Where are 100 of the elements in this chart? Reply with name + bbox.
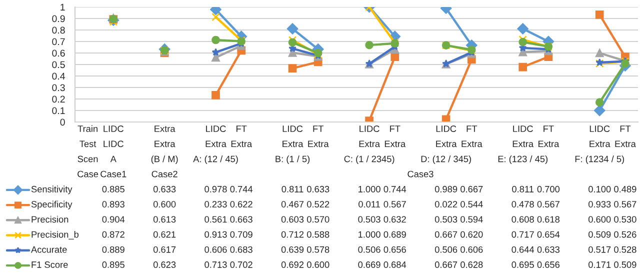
data-label: 0.633 <box>153 186 176 192</box>
y-tick-label: 0.9 <box>52 15 65 22</box>
x-tick-label: Extra Extra (B / M) Case2 <box>151 126 178 178</box>
data-label: 0.744 <box>384 186 406 192</box>
data-label: 0.603 <box>281 216 304 223</box>
data-label: 0.621 <box>153 231 176 238</box>
y-tick-label: 0 <box>60 118 65 126</box>
y-tick-label: 0.3 <box>52 84 65 92</box>
data-label: 0.712 <box>281 231 304 238</box>
data-label: 0.656 <box>537 261 560 268</box>
data-label: 0.526 <box>614 231 636 238</box>
data-label: 0.517 <box>588 246 611 253</box>
data-label: 0.606 <box>204 246 227 253</box>
data-label: 0.570 <box>307 216 330 223</box>
data-label: 0.623 <box>153 261 176 268</box>
data-label: 0.489 <box>614 186 636 192</box>
data-label: 0.594 <box>460 216 483 223</box>
y-tick-label: 0.6 <box>52 50 65 57</box>
data-label: 0.684 <box>384 261 406 268</box>
data-label: 0.544 <box>460 201 483 208</box>
data-label: 0.528 <box>614 246 636 253</box>
x-tick-label: FT Extra <box>384 126 406 148</box>
data-label: 0.171 <box>588 261 611 268</box>
legend-label: Specificity <box>31 200 72 210</box>
data-label: 0.506 <box>434 246 458 253</box>
data-label: 0.978 <box>204 186 227 192</box>
data-label: 0.618 <box>537 216 560 223</box>
data-label: 0.700 <box>537 186 560 192</box>
data-label: 0.608 <box>512 216 534 223</box>
data-label: 0.695 <box>512 261 534 268</box>
data-label: 0.702 <box>230 261 252 268</box>
data-label: 0.904 <box>102 216 125 223</box>
data-label: 0.692 <box>281 261 304 268</box>
data-label: 0.667 <box>434 231 458 238</box>
data-label: 0.622 <box>230 201 252 208</box>
x-tick-label: Train Test Scen Case <box>78 125 98 178</box>
data-label: 0.633 <box>307 186 330 192</box>
data-label: 0.633 <box>537 246 560 253</box>
data-label: 0.639 <box>281 246 304 253</box>
x-tick-label: FT Extra <box>538 126 560 148</box>
x-tick-label: FT Extra <box>462 126 482 148</box>
data-label: 1.000 <box>358 186 380 192</box>
legend-label: F1 Score <box>32 261 68 268</box>
data-label: 0.717 <box>512 231 534 238</box>
y-tick-label: 0.8 <box>52 26 65 34</box>
text: Case3 <box>408 170 434 178</box>
data-label: 0.667 <box>434 261 458 268</box>
data-label: 0.100 <box>588 186 611 192</box>
data-label: 0.933 <box>588 201 611 208</box>
data-label: 0.567 <box>537 201 560 208</box>
data-label: 0.683 <box>230 246 252 253</box>
data-label: 0.811 <box>512 186 534 192</box>
data-label: 0.503 <box>434 216 458 223</box>
data-label: 0.503 <box>358 216 380 223</box>
data-label: 0.561 <box>204 216 227 223</box>
data-label: 0.011 <box>358 201 380 208</box>
legend-label: Sensitivity <box>31 186 72 194</box>
data-label: 0.713 <box>204 261 227 268</box>
data-label: 0.654 <box>537 231 560 238</box>
data-label: 0.709 <box>230 231 252 238</box>
y-tick-label: 0.2 <box>52 96 65 103</box>
data-label: 0.989 <box>434 186 458 192</box>
y-tick-label: 0.5 <box>52 61 65 68</box>
data-label: 0.811 <box>282 186 304 192</box>
data-label: 1.000 <box>358 231 380 238</box>
y-tick-label: 1 <box>60 4 65 11</box>
legend-label: Precision <box>32 216 68 223</box>
data-label: 0.628 <box>460 261 483 268</box>
data-label: 0.744 <box>230 186 253 192</box>
legend-label: Accurate <box>31 246 67 253</box>
data-label: 0.656 <box>384 246 406 253</box>
data-label: 0.893 <box>102 201 124 208</box>
x-tick-label: FT Extra <box>231 126 252 148</box>
data-label: 0.522 <box>307 201 330 208</box>
data-label: 0.613 <box>153 216 176 223</box>
data-label: 0.620 <box>460 231 483 238</box>
data-label: 0.663 <box>230 216 252 223</box>
data-label: 0.885 <box>102 186 124 192</box>
data-label: 0.022 <box>434 201 458 208</box>
data-label: 0.600 <box>153 201 176 208</box>
data-label: 0.606 <box>460 246 483 253</box>
y-tick-label: 0.7 <box>52 38 65 46</box>
data-label: 0.617 <box>153 246 176 253</box>
data-label: 0.689 <box>384 231 406 238</box>
data-label: 0.530 <box>614 216 636 223</box>
data-label: 0.667 <box>460 186 483 192</box>
data-label: 0.889 <box>102 246 124 253</box>
data-label: 0.632 <box>384 216 406 223</box>
legend-label: Precision_b <box>32 230 79 240</box>
data-label: 0.567 <box>614 201 636 208</box>
x-tick-label: LIDC LIDC A Case1 <box>100 126 126 178</box>
x-tick-label: FT Extra <box>615 126 636 148</box>
data-label: 0.233 <box>204 201 227 208</box>
data-label: 0.509 <box>588 231 611 238</box>
y-tick-label: 0.1 <box>52 107 65 114</box>
data-label: 0.506 <box>358 246 380 253</box>
data-label: 0.600 <box>588 216 611 223</box>
data-label: 0.872 <box>102 231 124 238</box>
data-label: 0.669 <box>358 261 380 268</box>
data-label: 0.478 <box>512 201 534 208</box>
